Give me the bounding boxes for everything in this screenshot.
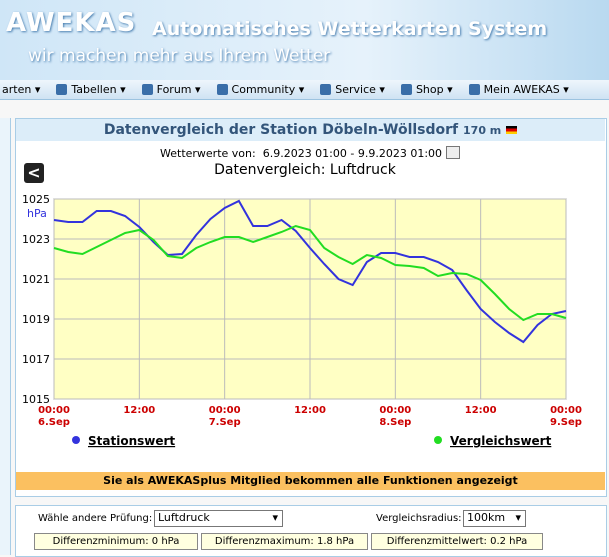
- slogan: wir machen mehr aus Ihrem Wetter: [28, 46, 331, 66]
- test-label: Wähle andere Prüfung:: [38, 513, 153, 524]
- test-value: Luftdruck: [158, 511, 210, 524]
- station-title: Datenvergleich der Station Döbeln-Wöllsd…: [103, 122, 459, 138]
- x-date-label: 8.Sep: [379, 417, 411, 428]
- legend-label: Vergleichswert: [450, 434, 552, 448]
- nav-item[interactable]: Forum ▾: [140, 83, 201, 96]
- nav-label: arten: [2, 83, 32, 96]
- chart-title: Datenvergleich: Luftdruck: [214, 162, 397, 178]
- y-tick-label: 1015: [22, 393, 50, 406]
- notice: Sie als AWEKASplus Mitglied bekommen all…: [16, 472, 605, 490]
- sidebar: [0, 118, 11, 555]
- chart: Datenvergleich: Luftdruck 1015 1017 1019 102…: [22, 162, 582, 448]
- y-tick-label: 1021: [22, 273, 50, 286]
- range-label: Wetterwerte von:: [160, 147, 256, 160]
- x-date-label: 6.Sep: [38, 417, 70, 428]
- stat-min: Differenzminimum: 0 hPa: [34, 533, 198, 550]
- stat-mean: Differenzmittelwert: 0.2 hPa: [371, 533, 543, 550]
- panel-title: Datenvergleich der Station Döbeln-Wöllsd…: [16, 119, 605, 141]
- stat-max: Differenzmaximum: 1.8 hPa: [201, 533, 368, 550]
- test-select[interactable]: Luftdruck ▾: [154, 510, 283, 527]
- nav-label: Mein AWEKAS: [483, 83, 560, 96]
- legend-dot: [434, 436, 442, 444]
- range: 6.9.2023 01:00 - 9.9.2023 01:00: [262, 147, 443, 160]
- nav-label: Community: [231, 83, 296, 96]
- x-tick-label: 12:00: [123, 405, 155, 416]
- x-date-label: 7.Sep: [209, 417, 241, 428]
- radius-select[interactable]: 100km ▾: [463, 510, 526, 527]
- nav-label: Service: [335, 83, 376, 96]
- nav-item[interactable]: Shop ▾: [399, 83, 453, 96]
- header: AWEKAS Automatisches Wetterkarten System…: [0, 0, 609, 80]
- nav-item[interactable]: Tabellen ▾: [54, 83, 126, 96]
- radius-label: Vergleichsradius:: [376, 513, 462, 524]
- nav-bar: arten ▾ Tabellen ▾ Forum ▾ Community ▾ Servi…: [0, 80, 609, 100]
- y-tick-label: 1023: [22, 233, 50, 246]
- x-tick-label: 12:00: [294, 405, 326, 416]
- legend-label: Stationswert: [88, 434, 175, 448]
- nav-item[interactable]: arten ▾: [2, 83, 41, 96]
- x-tick-label: 12:00: [465, 405, 497, 416]
- radius-value: 100km: [467, 511, 506, 524]
- y-tick-label: 1017: [22, 353, 50, 366]
- x-tick-label: 00:00: [209, 405, 241, 416]
- nav-label: Tabellen: [71, 83, 117, 96]
- series-line: [53, 224, 567, 322]
- altitude: 170 m: [463, 124, 502, 137]
- range-row: Wetterwerte von: 6.9.2023 01:00 - 9.9.20…: [160, 146, 460, 160]
- x-tick-label: 00:00: [550, 405, 582, 416]
- x-tick-label: 00:00: [38, 405, 70, 416]
- x-date-label: 9.Sep: [550, 417, 582, 428]
- nav-label: Shop: [415, 83, 444, 96]
- nav-item[interactable]: Community ▾: [215, 83, 304, 96]
- nav-item[interactable]: Mein AWEKAS ▾: [467, 83, 569, 96]
- nav-label: Forum: [156, 83, 192, 96]
- x-tick-label: 00:00: [379, 405, 411, 416]
- y-unit: hPa: [27, 207, 47, 220]
- y-tick-label: 1019: [22, 313, 50, 326]
- back-button[interactable]: <: [24, 163, 44, 183]
- y-tick-label: 1025: [22, 193, 50, 206]
- logo: AWEKAS: [6, 8, 137, 38]
- legend-dot: [72, 436, 80, 444]
- series-line: [53, 199, 567, 344]
- nav-item[interactable]: Service ▾: [318, 83, 385, 96]
- site-title: Automatisches Wetterkarten System: [152, 18, 548, 40]
